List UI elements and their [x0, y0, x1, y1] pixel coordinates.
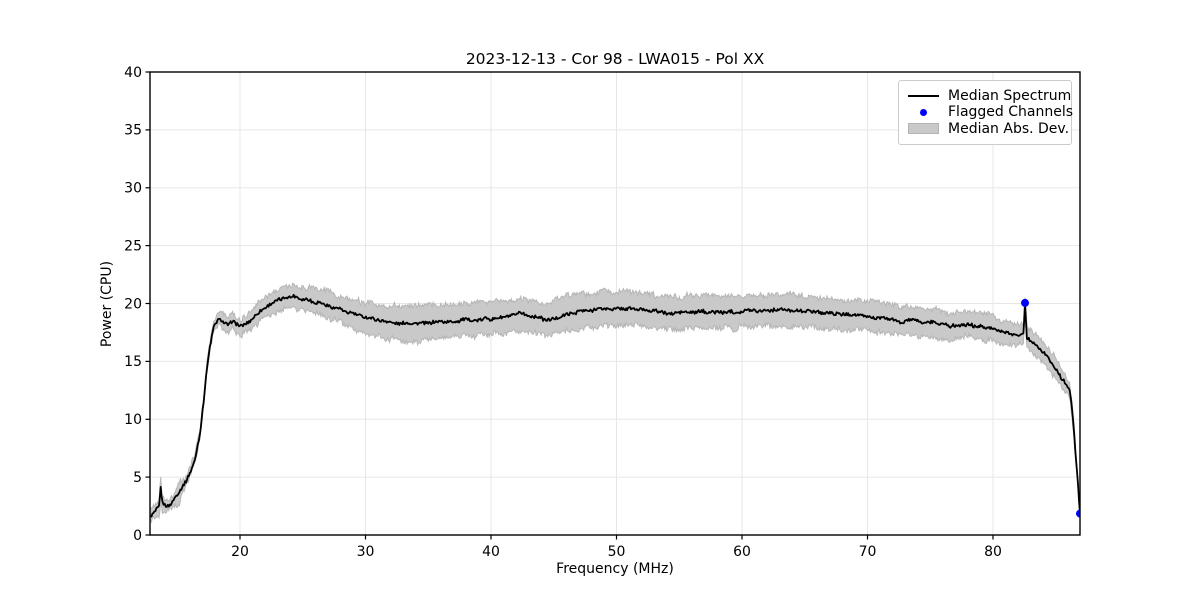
- legend-item-flagged-channels: Flagged Channels: [908, 104, 1073, 120]
- x-tick-label: 20: [231, 544, 249, 560]
- chart-title: 2023-12-13 - Cor 98 - LWA015 - Pol XX: [466, 50, 765, 68]
- y-tick-label: 10: [124, 412, 142, 428]
- mad-band-patch-icon: [908, 123, 939, 135]
- y-tick-label: 0: [133, 528, 142, 544]
- legend-item-median-spectrum: Median Spectrum: [908, 88, 1071, 104]
- legend: Median Spectrum Flagged Channels Median …: [898, 80, 1073, 145]
- median-spectrum-line: [150, 293, 1080, 518]
- legend-label-flagged-channels: Flagged Channels: [948, 104, 1074, 121]
- x-tick-label: 40: [482, 544, 500, 560]
- y-axis-label: Power (CPU): [99, 261, 115, 347]
- y-tick-label: 30: [124, 181, 142, 197]
- x-tick-label: 80: [984, 544, 1002, 560]
- y-tick-label: 20: [124, 296, 142, 312]
- legend-item-median-abs-dev: Median Abs. Dev.: [908, 121, 1069, 137]
- x-tick-label: 30: [357, 544, 375, 560]
- flagged-channel-marker: [1021, 298, 1029, 307]
- flagged-channel-dot-icon: [920, 108, 927, 116]
- legend-sample: [908, 108, 939, 116]
- x-tick-label: 50: [608, 544, 626, 560]
- x-tick-label: 60: [733, 544, 751, 560]
- y-tick-label: 35: [124, 123, 142, 139]
- y-tick-label: 25: [124, 238, 142, 254]
- legend-label-median-spectrum: Median Spectrum: [948, 88, 1072, 105]
- flagged-channel-marker: [1076, 509, 1080, 518]
- legend-label-median-abs-dev: Median Abs. Dev.: [948, 120, 1070, 137]
- x-axis-label: Frequency (MHz): [556, 561, 674, 577]
- y-tick-label: 15: [124, 354, 142, 370]
- median-spectrum-line-icon: [908, 95, 939, 98]
- legend-sample: [908, 123, 939, 135]
- x-tick-label: 70: [859, 544, 877, 560]
- mad-band: [150, 282, 1080, 524]
- y-tick-label: 40: [124, 65, 142, 81]
- plot-render-layer: 20 30 40 50 60 70 80 0 5 10 15 20 25 30 35 40: [124, 65, 1081, 560]
- y-tick-label: 5: [133, 470, 142, 486]
- legend-sample: [908, 95, 939, 98]
